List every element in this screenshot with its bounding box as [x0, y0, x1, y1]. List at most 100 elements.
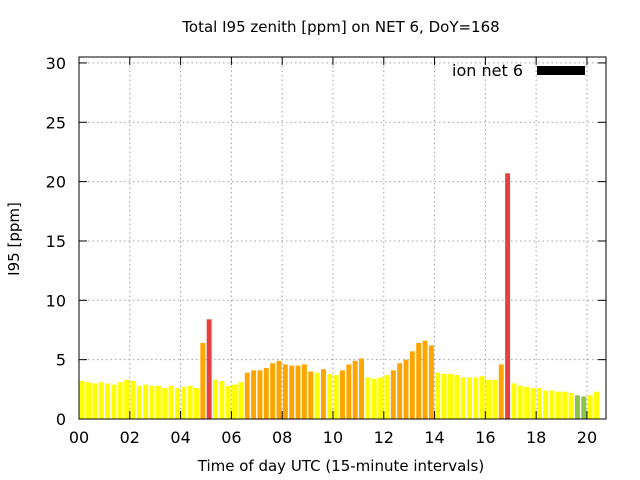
bar	[225, 385, 231, 419]
bar	[213, 379, 218, 419]
ticks	[78, 57, 606, 420]
bar	[98, 382, 104, 419]
bar	[397, 363, 403, 419]
bar	[301, 364, 307, 419]
bar	[276, 360, 282, 419]
bar	[200, 343, 206, 419]
x-tick-label: 18	[526, 428, 546, 447]
bar	[257, 370, 263, 419]
bar	[574, 395, 580, 419]
bar	[441, 373, 447, 419]
bar	[282, 364, 288, 419]
bar	[384, 375, 390, 419]
bar	[308, 371, 314, 419]
bar	[517, 385, 523, 419]
bar	[403, 359, 409, 419]
y-tick-label: 25	[46, 113, 66, 132]
bar	[352, 360, 358, 419]
bar	[327, 373, 333, 419]
bar	[492, 379, 498, 419]
bar	[555, 391, 561, 419]
bar	[193, 388, 199, 419]
bar	[460, 377, 466, 419]
bar	[168, 385, 174, 419]
bar	[422, 340, 428, 419]
grid	[79, 57, 606, 419]
bar	[435, 372, 441, 419]
bar	[162, 388, 168, 419]
bar	[568, 392, 574, 419]
plot-frame	[78, 56, 607, 420]
bar	[244, 372, 250, 419]
bar	[155, 385, 161, 419]
bar	[486, 379, 492, 419]
x-tick-label: 10	[323, 428, 343, 447]
bar	[581, 396, 587, 419]
bar	[530, 388, 536, 419]
bar	[467, 377, 472, 419]
bar	[320, 369, 326, 419]
bar	[149, 385, 155, 419]
y-tick-label: 15	[46, 232, 66, 251]
x-tick-label: 16	[475, 428, 495, 447]
bar	[105, 383, 111, 419]
bar	[187, 385, 193, 419]
bar	[524, 386, 530, 419]
bar	[594, 391, 599, 419]
bar	[390, 370, 396, 419]
bar	[79, 381, 85, 419]
bar	[587, 395, 593, 419]
bar	[270, 363, 276, 419]
y-tick-label: 0	[56, 410, 66, 429]
bar	[536, 388, 542, 419]
x-tick-label: 00	[69, 428, 89, 447]
y-tick-label: 5	[56, 351, 66, 370]
y-axis-title: I95 [ppm]	[5, 202, 23, 276]
bar	[359, 358, 365, 419]
bars	[79, 173, 599, 419]
bar	[549, 390, 555, 419]
x-tick-label: 04	[170, 428, 190, 447]
legend-swatch	[537, 66, 585, 75]
bar	[181, 386, 187, 419]
x-tick-label: 08	[272, 428, 292, 447]
bar	[174, 388, 180, 419]
bar	[505, 173, 511, 419]
bar	[219, 381, 225, 419]
bar	[143, 384, 149, 419]
chart-title: Total I95 zenith [ppm] on NET 6, DoY=168	[181, 18, 499, 36]
bar	[562, 391, 568, 419]
x-tick-label: 20	[577, 428, 597, 447]
bar	[238, 382, 244, 419]
bar	[511, 383, 517, 419]
bar	[365, 377, 371, 419]
bar	[498, 364, 504, 419]
x-tick-label: 14	[424, 428, 444, 447]
y-tick-label: 30	[46, 54, 66, 73]
bar	[340, 370, 345, 419]
bar	[416, 343, 422, 419]
bar	[206, 319, 212, 419]
bar	[479, 376, 485, 419]
tick-labels: 0 5 10 15 20 25 30 00 02 04 06 08 10 12 14 16 18 20	[46, 54, 597, 447]
x-axis-title: Time of day UTC (15-minute intervals)	[197, 457, 484, 475]
bar	[409, 351, 415, 419]
bar	[136, 385, 142, 419]
bar	[130, 381, 136, 419]
y-tick-label: 20	[46, 173, 66, 192]
bar	[232, 384, 238, 419]
bar	[86, 382, 91, 419]
legend-label: ion net 6	[452, 61, 523, 80]
bar	[333, 375, 339, 419]
bar	[378, 377, 384, 419]
bar	[111, 384, 117, 419]
bar	[92, 383, 98, 419]
legend: ion net 6	[452, 61, 585, 80]
bar	[117, 382, 123, 419]
x-tick-label: 02	[120, 428, 140, 447]
bar	[447, 373, 453, 419]
bar	[371, 378, 377, 419]
bar	[346, 364, 352, 419]
bar	[251, 370, 257, 419]
x-tick-label: 12	[374, 428, 394, 447]
